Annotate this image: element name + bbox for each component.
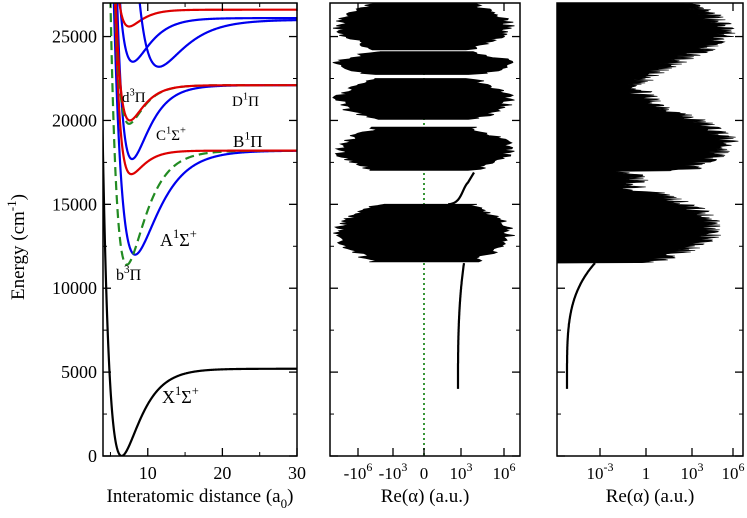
potential-curve-a1- <box>112 3 297 256</box>
panel3-ticks: 10-3 1 103 106 <box>557 3 745 483</box>
panel3-x-tick-label: 106 <box>722 460 745 483</box>
polarizability-real-data <box>332 3 515 456</box>
state-label-d: D1Π <box>232 91 259 110</box>
panel-potential-curves: 0 5000 10000 15000 20000 25000 10 20 30 X1Σ+ A1Σ+… <box>4 2 306 511</box>
y-tick-label: 25000 <box>52 27 97 47</box>
panel1-ticks: 0 5000 10000 15000 20000 25000 10 20 30 <box>52 3 306 483</box>
state-labels: X1Σ+ A1Σ+ b3Π B1Π C1Σ+ d3Π D1Π <box>116 87 263 407</box>
polarizability-tail-curve <box>456 262 466 389</box>
panel3-x-axis-title: Re(α) (a.u.) <box>606 486 695 507</box>
potential-curve-upper-3 <box>138 3 297 68</box>
state-label-b: b3Π <box>116 264 142 284</box>
y-tick-label: 0 <box>88 446 97 466</box>
resonance-band <box>334 126 515 171</box>
state-label-c: C1Σ+ <box>156 125 186 144</box>
panel3-frame <box>556 2 744 457</box>
state-label-x: X1Σ+ <box>162 384 199 407</box>
potential-curve-b3- <box>109 3 297 266</box>
potential-curve-upper-2 <box>118 3 297 28</box>
polarizability-envelope <box>557 3 739 264</box>
polarizability-log-data <box>557 3 739 389</box>
panel2-x-axis-title: Re(α) (a.u.) <box>381 486 470 507</box>
resonance-band <box>332 3 515 51</box>
panel2-frame <box>329 2 521 457</box>
state-label-d: d3Π <box>122 87 146 106</box>
potential-curve-b1- <box>113 3 297 176</box>
y-tick-label: 5000 <box>61 362 97 382</box>
y-tick-label: 10000 <box>52 278 97 298</box>
potential-curve-x1- <box>103 92 297 456</box>
panel2-x-tick-label: 0 <box>420 464 429 483</box>
potential-curve-c1- <box>116 3 297 161</box>
potential-curve-upper-1 <box>118 3 297 63</box>
panel2-x-tick-label: 103 <box>450 460 473 483</box>
panel1-frame <box>102 2 298 457</box>
state-label-b: B1Π <box>233 128 263 151</box>
polarizability-log-tail <box>565 262 596 389</box>
panel2-x-tick-label: -103 <box>379 460 408 483</box>
x-tick-label: 20 <box>213 463 231 483</box>
panel2-x-tick-label: -106 <box>344 460 373 483</box>
panel2-x-tick-label: 106 <box>493 460 516 483</box>
panel-polarizability-log: 10-3 1 103 106 Re(α) (a.u.) <box>556 2 745 507</box>
resonance-band <box>332 78 515 120</box>
potential-curves-group <box>103 3 297 456</box>
y-tick-label: 20000 <box>52 110 97 130</box>
x-tick-label: 10 <box>139 463 157 483</box>
potential-curve-d1- <box>114 3 297 122</box>
y-axis-title: Energy (cm-1) <box>4 194 29 300</box>
y-tick-label: 15000 <box>52 194 97 214</box>
polarizability-rise-curve <box>447 171 475 206</box>
panel3-x-tick-label: 1 <box>642 464 651 483</box>
state-label-a: A1Σ+ <box>160 227 197 250</box>
panel3-x-tick-label: 10-3 <box>587 460 614 483</box>
resonance-band <box>332 51 514 75</box>
x-axis-title: Interatomic distance (a0) <box>107 486 294 511</box>
panel-polarizability-real: -106 -103 0 103 106 Re(α) (a.u.) <box>329 2 521 507</box>
panel2-ticks: -106 -103 0 103 106 <box>330 3 520 483</box>
panel3-x-tick-label: 103 <box>681 460 704 483</box>
x-tick-label: 30 <box>288 463 306 483</box>
resonance-band <box>333 203 515 263</box>
